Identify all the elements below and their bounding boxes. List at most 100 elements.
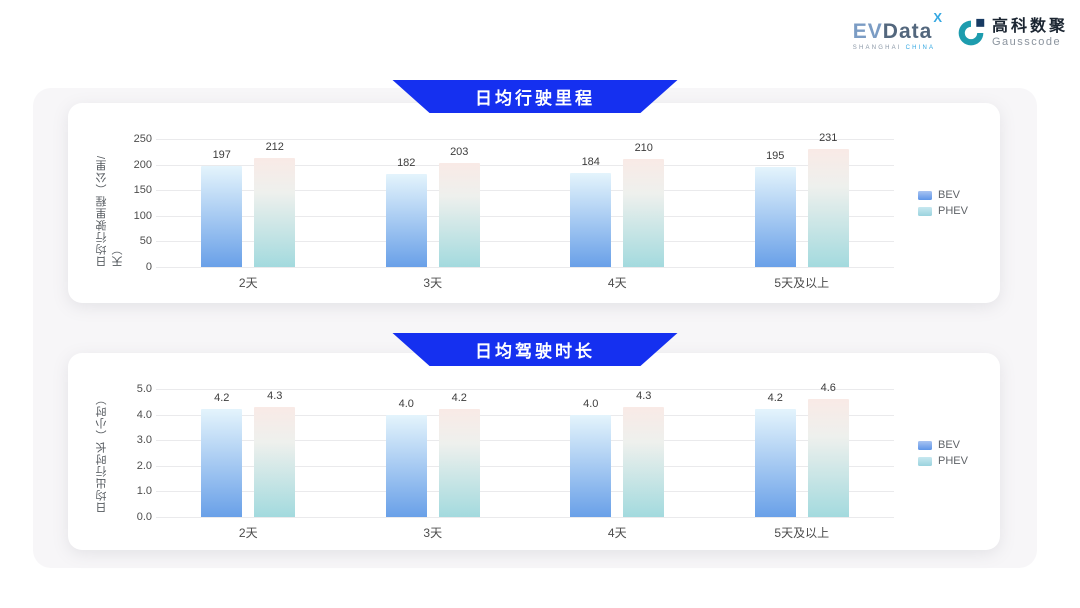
bar-group: 4.0 4.2	[341, 389, 526, 517]
bar-phev: 4.6	[807, 382, 849, 517]
gausscode-logo: 高科数聚 Gausscode	[956, 18, 1068, 49]
gridline	[156, 491, 894, 493]
bar-value-label: 203	[450, 146, 469, 159]
category-label: 3天	[423, 276, 443, 290]
gausscode-g-icon	[958, 18, 985, 46]
bar-bev: 195	[754, 150, 796, 267]
plot-area: 4.2 4.3 4.0 4.2 4.0 4.3 4.2 4.6	[156, 382, 895, 518]
gridline	[156, 164, 894, 166]
legend-item-bev[interactable]: BEV	[918, 189, 968, 201]
bar-value-label: 4.2	[767, 392, 783, 405]
chart2-title: 日均驾驶时长	[475, 342, 595, 361]
legend-swatch-bev	[918, 190, 932, 200]
legend-label: BEV	[938, 189, 961, 201]
chart1-mileage-bar-chart: 日均行驶里程（公里/天） 0 50 100 150 200 250 197 212 182 203 1…	[68, 103, 1000, 303]
y-axis-ticks: 0.0 1.0 2.0 3.0 4.0 5.0	[112, 383, 152, 523]
gridline	[156, 465, 894, 467]
bar-value-label: 231	[819, 131, 838, 144]
legend-item-phev[interactable]: PHEV	[918, 205, 968, 217]
bar-phev: 231	[807, 132, 849, 267]
y-axis-tick: 0.0	[136, 511, 152, 523]
bar-value-label: 195	[766, 150, 785, 163]
bar-value-label: 197	[212, 149, 231, 162]
chart2-card: 日均出行时长（小时） 0.0 1.0 2.0 3.0 4.0 5.0 4.2 4.3 4.0 4.2…	[68, 353, 1000, 550]
chart1-card: 日均行驶里程（公里/天） 0 50 100 150 200 250 197 212 182 203 1…	[68, 103, 1000, 303]
evdata-wordmark: EVDataX	[852, 10, 942, 43]
legend: BEV PHEV	[918, 439, 968, 467]
chart1-title-banner: 日均行驶里程	[392, 80, 678, 113]
chart2-duration-bar-chart: 日均出行时长（小时） 0.0 1.0 2.0 3.0 4.0 5.0 4.2 4.3 4.0 4.2…	[68, 353, 1000, 550]
y-axis-tick: 100	[133, 209, 152, 222]
y-axis-tick: 2.0	[136, 459, 152, 472]
bar-group: 4.0 4.3	[525, 389, 710, 517]
bar-bev: 197	[201, 149, 243, 267]
bar-group: 197 212	[156, 139, 341, 267]
y-axis-ticks: 0 50 100 150 200 250	[112, 133, 152, 273]
gridline	[156, 267, 894, 268]
bar-bev: 4.0	[570, 398, 612, 517]
bar-group: 4.2 4.6	[710, 382, 895, 517]
category-label: 4天	[607, 276, 627, 290]
bar-group: 4.2 4.3	[156, 389, 341, 517]
bar-group: 184 210	[525, 139, 710, 267]
evdata-wordmark-data: Data	[882, 20, 933, 43]
bar-bev: 4.2	[754, 392, 796, 517]
y-axis-tick: 5.0	[136, 383, 152, 395]
chart2-title-banner: 日均驾驶时长	[392, 333, 678, 366]
bar-phev: 210	[623, 142, 665, 267]
bar-bev: 4.2	[201, 392, 243, 517]
bar-phev: 212	[254, 141, 296, 267]
y-axis-tick: 200	[133, 158, 152, 171]
y-axis-tick: 150	[133, 184, 152, 197]
bar-phev: 203	[438, 146, 480, 267]
category-axis: 2天 3天 4天 5天及以上	[156, 274, 894, 291]
gridline	[156, 389, 894, 390]
evdata-caption: SHANGHAI CHINA	[853, 45, 936, 51]
gausscode-name-en: Gausscode	[991, 35, 1062, 48]
bar-value-label: 4.0	[583, 397, 599, 410]
evdata-caption-shanghai: SHANGHAI	[852, 45, 902, 51]
gridline	[156, 414, 894, 416]
gausscode-text: 高科数聚 Gausscode	[992, 18, 1068, 49]
bar-value-label: 212	[265, 141, 284, 154]
legend-swatch-bev	[918, 440, 932, 450]
bar-bev: 4.0	[385, 398, 427, 517]
bar-value-label: 4.3	[267, 389, 283, 402]
bar-value-label: 4.0	[398, 397, 414, 410]
legend-swatch-phev	[918, 206, 932, 216]
category-label: 5天及以上	[774, 526, 830, 540]
plot-area: 197 212 182 203 184 210 195 231	[156, 132, 895, 268]
bar-group: 195 231	[710, 132, 895, 267]
bar-value-label: 4.2	[214, 392, 230, 405]
evdata-x-mark: X	[933, 10, 943, 25]
gridline	[156, 139, 894, 140]
bar-value-label: 4.6	[820, 382, 836, 395]
y-axis-tick: 250	[133, 133, 152, 145]
gridline	[156, 440, 894, 442]
bar-value-label: 184	[581, 155, 600, 168]
y-axis-tick: 4.0	[136, 408, 152, 421]
category-label: 2天	[238, 526, 258, 540]
bar-value-label: 210	[634, 142, 653, 155]
gridline	[156, 190, 894, 192]
legend-label: PHEV	[938, 455, 968, 467]
gausscode-name-cn: 高科数聚	[991, 17, 1068, 35]
evdata-wordmark-ev: EV	[852, 20, 883, 43]
bar-phev: 4.2	[438, 392, 480, 517]
y-axis-tick: 0	[145, 261, 152, 273]
y-axis-tick: 1.0	[136, 485, 152, 498]
dashboard-panel: 日均行驶里程 日均行驶里程（公里/天） 0 50 100 150 200 250 197 212…	[33, 80, 1037, 568]
category-label: 3天	[423, 526, 443, 540]
header-logos: EVDataX SHANGHAI CHINA 高科数聚 Gausscode	[852, 10, 1068, 51]
category-label: 5天及以上	[774, 276, 830, 290]
bar-phev: 4.3	[254, 390, 296, 517]
category-label: 4天	[607, 526, 627, 540]
evdata-caption-china: CHINA	[905, 45, 936, 51]
bar-group: 182 203	[341, 139, 526, 267]
legend-item-phev[interactable]: PHEV	[918, 455, 968, 467]
bar-value-label: 4.2	[451, 392, 467, 405]
legend: BEV PHEV	[918, 189, 968, 217]
bar-bev: 184	[570, 156, 612, 267]
legend-item-bev[interactable]: BEV	[918, 439, 968, 451]
y-axis-tick: 3.0	[136, 434, 152, 447]
